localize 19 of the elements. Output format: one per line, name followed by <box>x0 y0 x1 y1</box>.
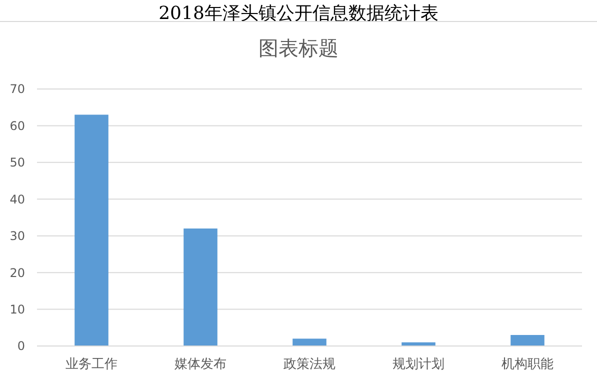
y-tick-label: 0 <box>17 339 25 354</box>
y-tick-label: 10 <box>10 302 25 316</box>
y-tick-label: 50 <box>10 156 25 170</box>
x-tick-label: 政策法规 <box>284 357 336 372</box>
y-tick-label: 70 <box>10 82 25 96</box>
bar <box>292 338 326 346</box>
x-tick-label: 媒体发布 <box>174 357 226 372</box>
y-tick-label: 20 <box>10 266 25 280</box>
x-tick-label: 业务工作 <box>66 357 118 372</box>
x-tick-label: 规划计划 <box>392 357 444 372</box>
bar <box>510 334 544 346</box>
chart-title: 2018年泽头镇公开信息数据统计表 <box>158 3 438 24</box>
chart-subtitle: 图表标题 <box>258 36 338 60</box>
bar <box>184 228 218 346</box>
y-tick-label: 60 <box>10 118 25 133</box>
y-tick-label: 40 <box>10 192 25 206</box>
x-tick-label: 机构职能 <box>502 357 554 372</box>
bar <box>74 114 108 346</box>
y-tick-label: 30 <box>10 229 25 244</box>
